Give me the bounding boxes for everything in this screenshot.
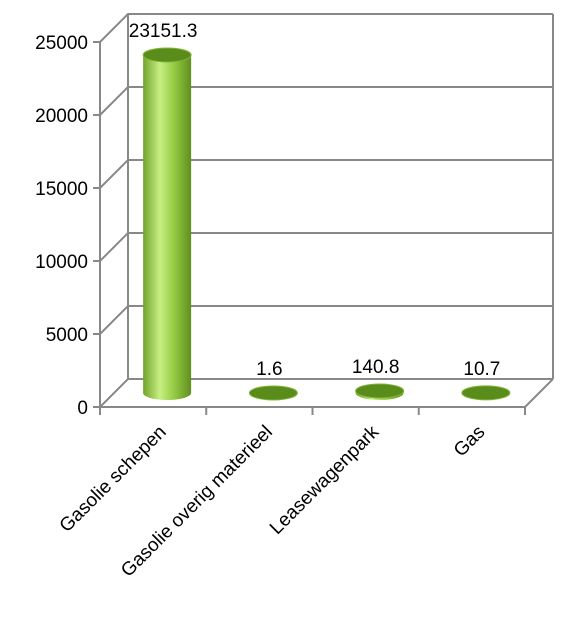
data-label: 23151.3 [129,21,198,42]
category-label: Leasewagenpark [266,421,384,539]
bar [355,383,405,401]
floor-back-edge [99,378,553,408]
bars [142,47,511,401]
data-label: 10.7 [463,359,500,380]
y-tick-label: 15000 [35,179,88,200]
data-label: 1.6 [256,359,282,380]
y-tick-label: 20000 [35,106,88,127]
bar-top [355,383,405,399]
data-label: 140.8 [352,357,400,378]
axes [93,14,554,415]
y-tick-label: 5000 [46,325,88,346]
bar-top [461,385,511,401]
bar [142,47,192,401]
bar-body [143,54,192,401]
y-tick-label: 25000 [35,33,88,54]
y-tick-label: 10000 [35,252,88,273]
category-label: Gas [450,422,489,461]
bar-top [142,47,192,63]
data-labels: 23151.3 1.6 140.8 10.7 [129,21,501,380]
y-tick-label: 0 [77,398,88,419]
category-label: Gasolie schepen [56,422,171,537]
bar [248,385,298,401]
bar-top [248,385,298,401]
y-tick-labels: 0 5000 10000 15000 20000 25000 [35,33,88,419]
bar [461,385,511,401]
